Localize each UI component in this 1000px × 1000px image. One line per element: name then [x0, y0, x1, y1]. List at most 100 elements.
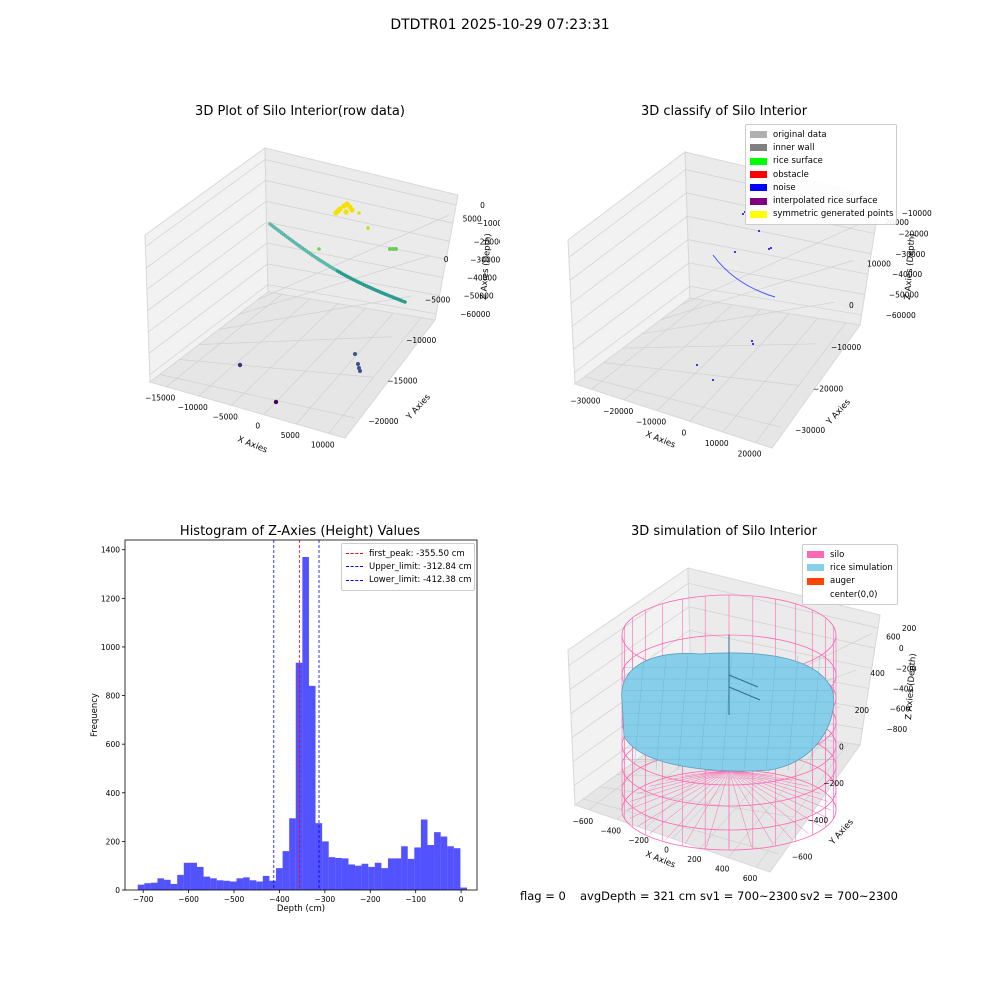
- y-tick-label: 1200: [101, 594, 120, 603]
- data-point: [358, 369, 362, 373]
- panel2-legend: original data inner wall rice surface ob…: [745, 124, 897, 226]
- grid-line: [603, 362, 800, 386]
- panel2-title: 3D classify of Silo Interior: [640, 104, 808, 119]
- grid-line: [148, 263, 440, 354]
- panel1-xlabel: X Axies: [236, 435, 269, 456]
- histogram-xlabel: Depth (cm): [277, 904, 325, 914]
- histogram-x-ticks: −700 −600 −500 −400 −300 −200 −100 0: [133, 890, 464, 904]
- panel4-title: 3D simulation of Silo Interior: [631, 524, 817, 539]
- grid-line: [568, 582, 879, 666]
- z-tick-label: −60000: [460, 310, 490, 319]
- rice-mesh: [633, 655, 645, 771]
- panel2-3d-scatter: −30000−20000−1000001000020000−30000−2000…: [567, 151, 932, 459]
- z-tick-label: −50000: [463, 292, 493, 301]
- y-tick-label: 600: [106, 740, 121, 749]
- silo-spoke: [649, 769, 730, 834]
- silo-spoke: [728, 769, 829, 802]
- y-tick-label: −200: [823, 779, 844, 788]
- silo-spoke: [728, 769, 831, 811]
- y-tick-label: 0: [444, 255, 449, 264]
- x-tick-label: −5000: [213, 412, 239, 421]
- footer-avg-depth: avgDepth = 321 cm: [580, 889, 697, 903]
- z-tick-label: −40000: [467, 274, 497, 283]
- z-tick-label: −600: [890, 705, 911, 714]
- histogram-bar: [328, 857, 336, 890]
- histogram-bar: [223, 880, 230, 890]
- histogram-bar: [256, 881, 263, 890]
- legend-swatch: [750, 171, 767, 179]
- rice-mesh: [699, 655, 711, 771]
- histogram-bar: [453, 848, 461, 890]
- grid-line: [146, 200, 450, 290]
- histogram-bar: [170, 883, 178, 890]
- y-tick-label: 200: [106, 837, 121, 846]
- footer-flag: flag = 0: [520, 889, 566, 903]
- legend-line: [346, 579, 363, 581]
- x-tick-label: −100: [405, 895, 426, 904]
- histogram-bar: [335, 857, 342, 890]
- legend-line: [346, 553, 363, 555]
- x-tick-label: −500: [224, 895, 245, 904]
- silo-spoke: [728, 769, 821, 794]
- panel3-histogram: −700 −600 −500 −400 −300 −200 −100 0 0 200 400 600…: [90, 539, 478, 914]
- grid-line: [584, 376, 782, 428]
- histogram-bar: [308, 685, 316, 890]
- x-tick-label: 10000: [705, 439, 729, 448]
- z-tick-label: −50000: [889, 291, 919, 300]
- grid-line: [147, 221, 447, 311]
- grid-line: [218, 295, 411, 330]
- y-tick-label: 0: [115, 886, 120, 895]
- histogram-bar: [177, 874, 184, 890]
- y-tick-label: 600: [886, 632, 901, 641]
- panel2-zlabel: Z Axies (Depth): [903, 233, 918, 300]
- histogram-reference-lines: [273, 540, 320, 890]
- grid-line: [574, 285, 862, 373]
- legend-swatch: [750, 210, 767, 218]
- histogram-bar: [164, 879, 171, 890]
- panel2-tick-labels: −30000−20000−1000001000020000−30000−2000…: [570, 209, 932, 458]
- legend-swatch: [807, 564, 824, 572]
- footer-sv2: sv2 = 700~2300: [800, 889, 898, 903]
- histogram-bar: [368, 866, 375, 890]
- y-tick-label: 800: [106, 692, 121, 701]
- panel3-legend: first_peak: -355.50 cm Upper_limit: -312…: [341, 543, 475, 591]
- grid-line: [179, 359, 374, 378]
- histogram-bar: [460, 887, 468, 890]
- grid-line: [571, 239, 869, 327]
- legend-item: inner wall: [750, 141, 892, 154]
- silo-spoke: [629, 769, 730, 802]
- z-tick-label: 0: [480, 201, 485, 210]
- grid-line: [231, 303, 338, 406]
- data-point: [758, 230, 760, 232]
- grid-line: [148, 242, 443, 333]
- panel3-title: Histogram of Z-Axies (Height) Values: [179, 524, 421, 539]
- y-tick-label: 400: [870, 669, 885, 678]
- data-point: [366, 226, 370, 230]
- x-tick-label: −30000: [570, 396, 600, 405]
- histogram-bar: [434, 832, 441, 890]
- histogram-y-ticks: 0 200 400 600 800 1000 1200 1400: [101, 546, 125, 895]
- z-tick-label: 0: [899, 644, 904, 653]
- data-point: [403, 300, 407, 304]
- data-point: [353, 352, 357, 356]
- x-tick-label: −600: [178, 895, 199, 904]
- histogram-bars: [137, 557, 468, 890]
- z-tick-label: 200: [902, 624, 917, 633]
- y-tick-label: 5000: [463, 214, 482, 223]
- legend-item: Lower_limit: -412.38 cm: [346, 574, 471, 587]
- x-tick-label: −400: [600, 826, 621, 835]
- data-point: [734, 251, 736, 253]
- histogram-bar: [243, 877, 250, 890]
- histogram-ylabel: Frequency: [90, 693, 100, 737]
- panel1-points: [237, 201, 407, 405]
- noise-curve: [712, 254, 776, 298]
- grid-line: [642, 301, 836, 335]
- histogram-bar: [229, 881, 237, 890]
- y-tick-label: 200: [855, 706, 870, 715]
- histogram-frame: [124, 539, 478, 891]
- histogram-bar: [374, 862, 382, 890]
- z-tick-label: −400: [893, 684, 914, 693]
- histogram-bar: [447, 846, 454, 890]
- grid-line: [656, 308, 762, 411]
- histogram-bar: [137, 884, 145, 890]
